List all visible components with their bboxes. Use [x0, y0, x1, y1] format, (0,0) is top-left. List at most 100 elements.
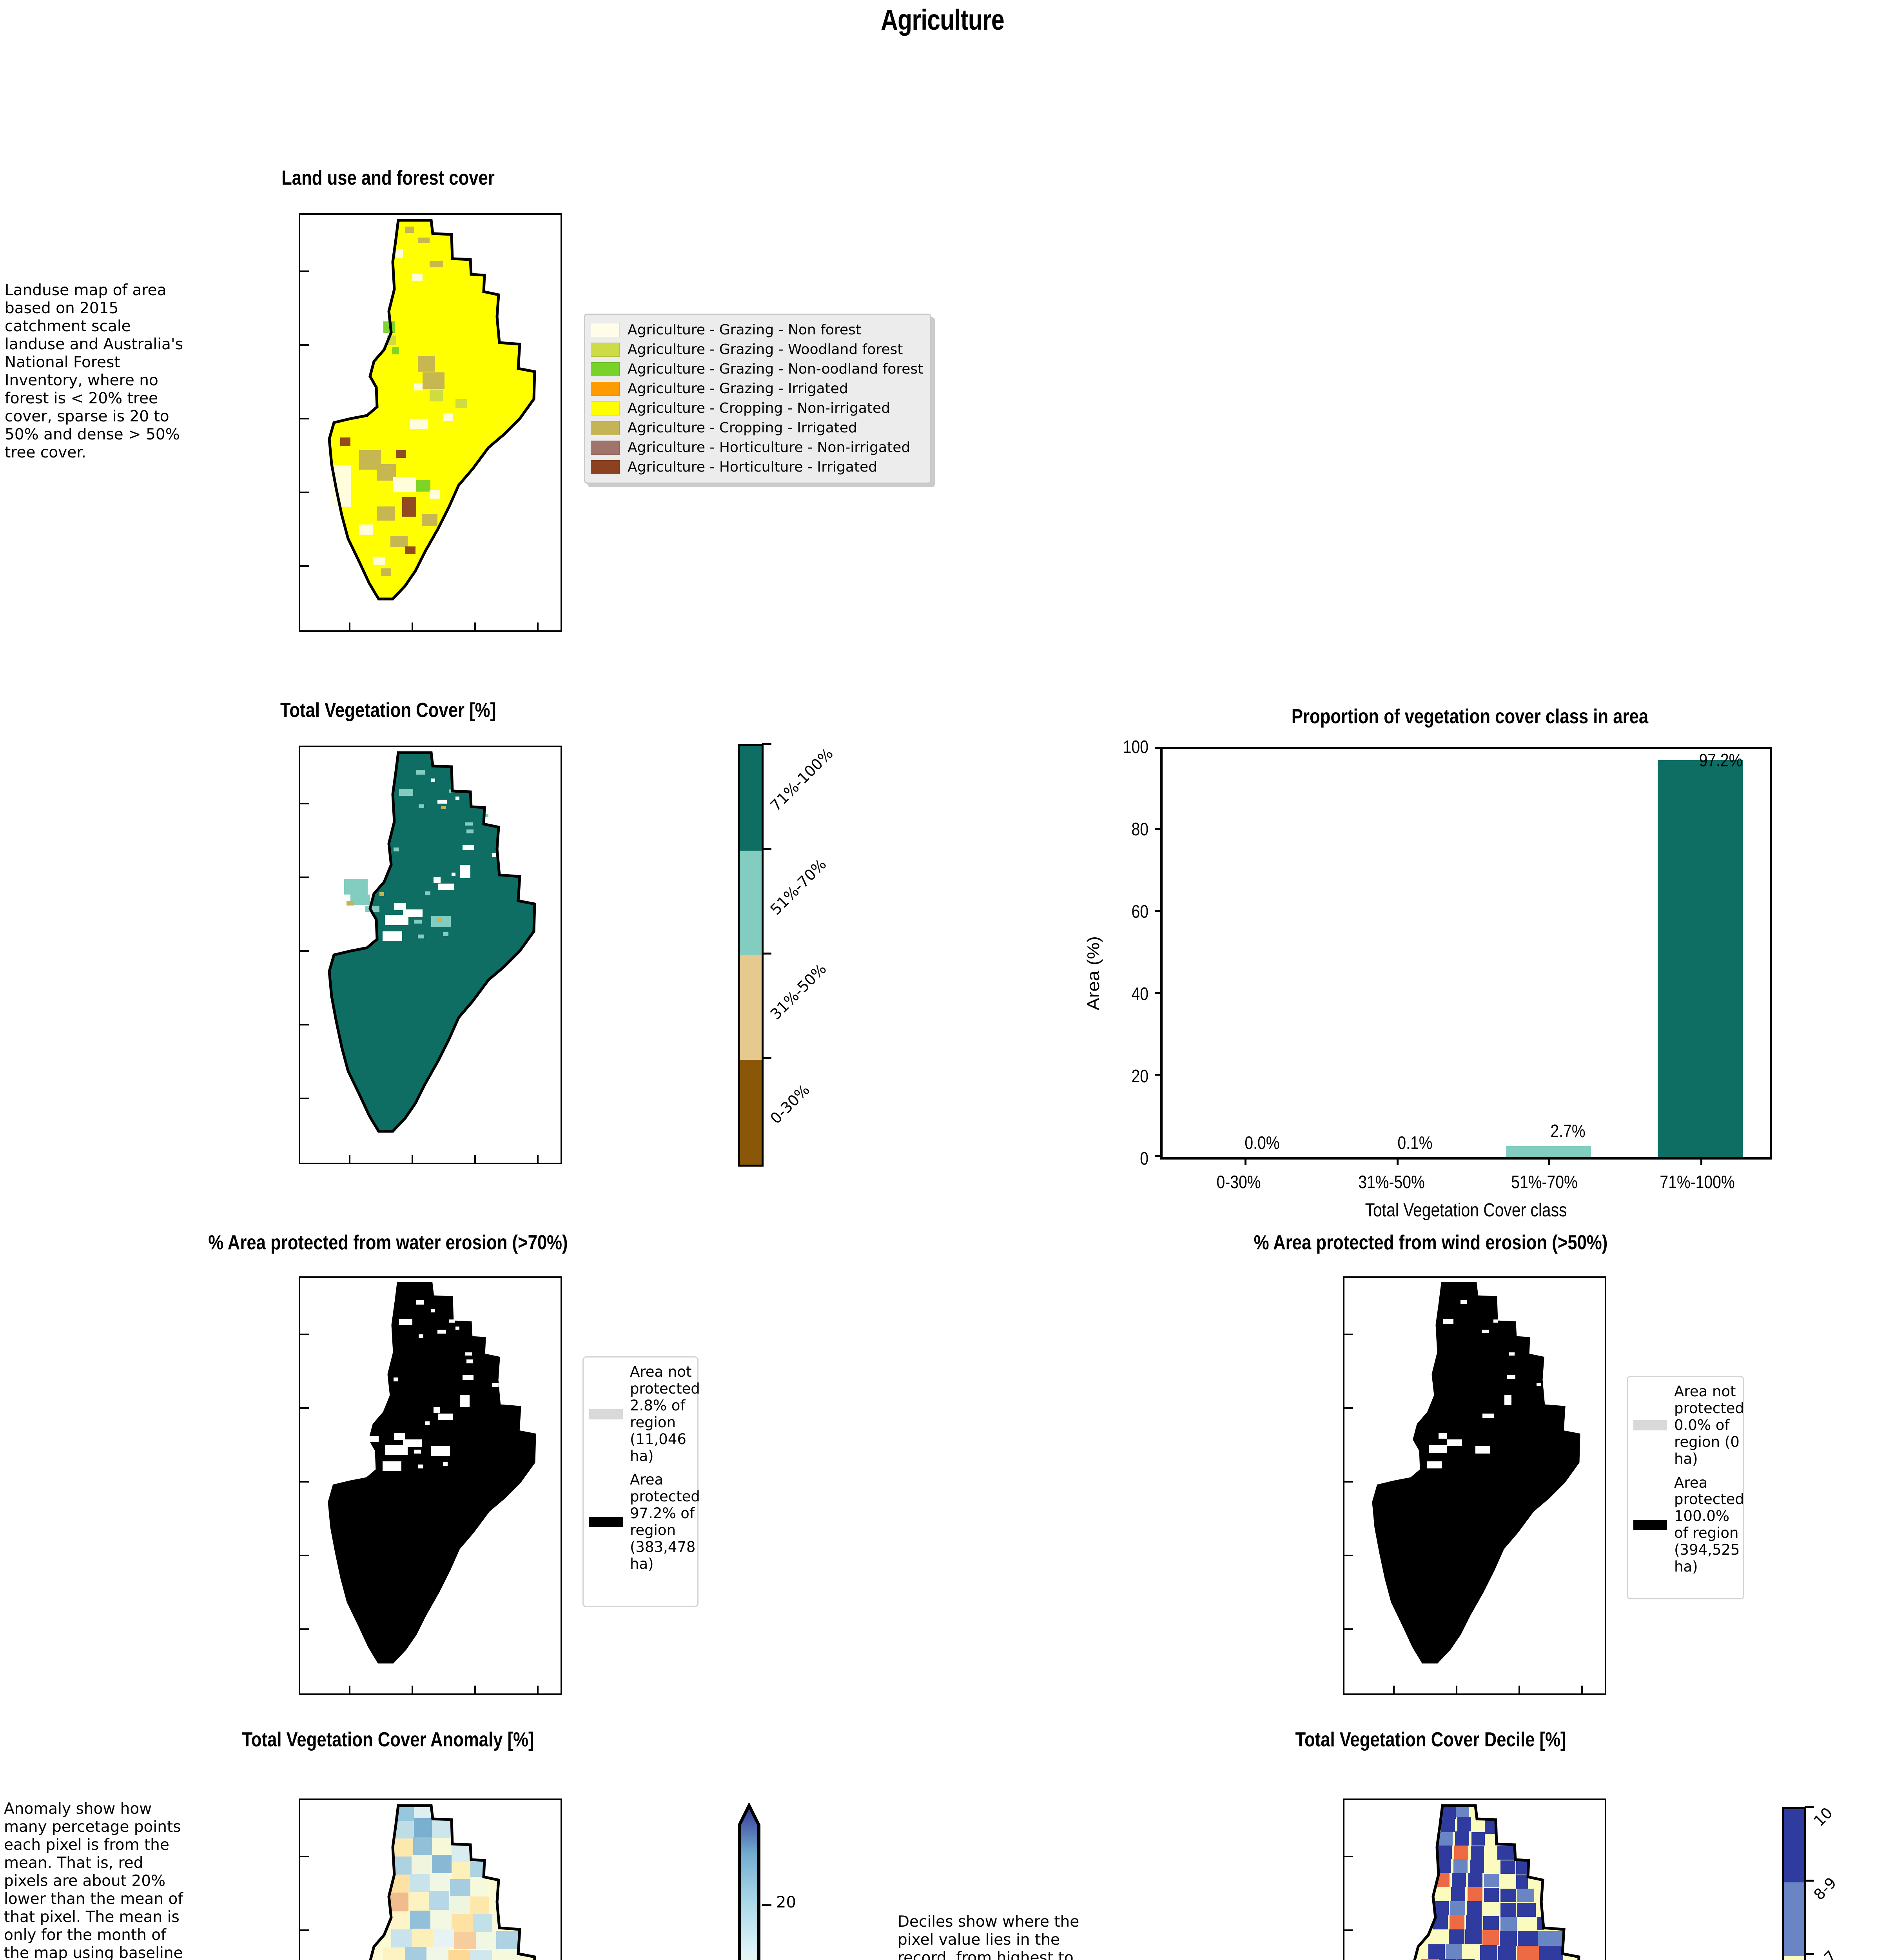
legend-swatch-grazing-non-forest: [591, 323, 620, 337]
landuse-map[interactable]: [299, 213, 562, 632]
map-tick: [300, 1555, 309, 1556]
map-tick: [349, 1155, 350, 1163]
bar-value-0-30: 0.0%: [1245, 1132, 1280, 1153]
legend-swatch-not-protected: [589, 1409, 623, 1419]
water-erosion-map-svg: [328, 1282, 536, 1664]
map-tick: [300, 803, 309, 804]
x-tick-label-51-70: 51%-70%: [1511, 1172, 1578, 1192]
water-erosion-map[interactable]: [299, 1276, 562, 1695]
decile-colorbar[interactable]: [1782, 1807, 1806, 1960]
map-tick: [1344, 1481, 1353, 1483]
legend-item[interactable]: Agriculture - Grazing - Irrigated: [591, 379, 923, 399]
colorbar-tick: [762, 1904, 771, 1906]
legend-swatch-horticulture-non-irrigated: [591, 441, 620, 455]
colorbar-tick: [1805, 1806, 1814, 1808]
x-tick-label-0-30: 0-30%: [1216, 1172, 1261, 1192]
wind-erosion-panel-title: % Area protected from wind erosion (>50%…: [1254, 1231, 1608, 1254]
legend-item-protected[interactable]: Area protected 100.0% of region (394,525…: [1633, 1474, 1744, 1575]
vegetation-anomaly-map[interactable]: [299, 1798, 562, 1960]
legend-item[interactable]: Agriculture - Horticulture - Irrigated: [591, 457, 923, 477]
chart-x-axis-label: Total Vegetation Cover class: [1365, 1200, 1567, 1221]
y-tick: [1155, 910, 1163, 912]
colorbar-label-51-70: 51%-70%: [767, 855, 830, 918]
map-tick: [1344, 1628, 1353, 1630]
colorbar-segment-4-7: [1784, 1956, 1804, 1960]
legend-label: Area protected 100.0% of region (394,525…: [1674, 1474, 1744, 1575]
map-tick: [1393, 1686, 1395, 1693]
map-tick: [537, 622, 539, 630]
map-tick: [300, 877, 309, 878]
map-tick: [1456, 1686, 1457, 1693]
legend-item[interactable]: Agriculture - Grazing - Non-oodland fore…: [591, 359, 923, 379]
colorbar-tick: [1805, 1880, 1814, 1882]
colorbar-label-31-50: 31%-50%: [767, 960, 830, 1023]
legend-item[interactable]: Agriculture - Grazing - Woodland forest: [591, 340, 923, 359]
y-tick-label-100: 100: [1123, 737, 1148, 757]
anomaly-colorbar[interactable]: [738, 1802, 760, 1960]
legend-item[interactable]: Agriculture - Cropping - Non-irrigated: [591, 399, 923, 418]
map-tick: [300, 1929, 309, 1931]
colorbar-tick: [762, 953, 771, 955]
legend-item[interactable]: Agriculture - Horticulture - Non-irrigat…: [591, 438, 923, 457]
colorbar-tick: [1805, 1953, 1814, 1955]
decile-description: Deciles show where the pixel value lies …: [898, 1913, 1079, 1960]
legend-label: Agriculture - Grazing - Woodland forest: [628, 341, 903, 358]
bar-value-31-50: 0.1%: [1397, 1132, 1433, 1153]
decile-label-4-7: 4-7: [1810, 1947, 1840, 1960]
map-tick: [1344, 1555, 1353, 1556]
legend-label: Agriculture - Grazing - Non-oodland fore…: [628, 361, 923, 377]
bar-51-70[interactable]: [1506, 1146, 1591, 1157]
legend-swatch-grazing-woodland-forest: [591, 343, 620, 357]
y-tick-label-60: 60: [1131, 901, 1148, 922]
y-tick: [1155, 747, 1163, 749]
colorbar-segment-51-70: [740, 851, 762, 955]
map-tick: [412, 1155, 413, 1163]
vegetation-cover-bar-chart[interactable]: [1155, 747, 1772, 1165]
legend-item-not-protected[interactable]: Area not protected 2.8% of region (11,04…: [589, 1363, 700, 1465]
bar-value-71-100: 97.2%: [1699, 750, 1743, 770]
map-tick: [300, 565, 309, 567]
vegetation-decile-map[interactable]: [1343, 1798, 1606, 1960]
legend-item-protected[interactable]: Area protected 97.2% of region (383,478 …: [589, 1471, 700, 1572]
bar-71-100[interactable]: [1658, 760, 1743, 1157]
vegcover-map-svg: [328, 751, 536, 1133]
map-tick: [1581, 1686, 1583, 1693]
vegetation-cover-colorbar[interactable]: [738, 744, 764, 1167]
map-tick: [300, 1481, 309, 1483]
legend-label: Agriculture - Horticulture - Irrigated: [628, 459, 878, 475]
legend-swatch-grazing-irrigated: [591, 382, 620, 396]
legend-item-not-protected[interactable]: Area not protected 0.0% of region (0 ha): [1633, 1383, 1744, 1468]
x-tick-label-71-100: 71%-100%: [1660, 1172, 1735, 1192]
map-tick: [412, 1686, 413, 1693]
anomaly-description: Anomaly show how many percetage points e…: [4, 1800, 183, 1960]
map-tick: [300, 344, 309, 346]
map-tick: [300, 1024, 309, 1025]
legend-item[interactable]: Agriculture - Grazing - Non forest: [591, 320, 923, 340]
map-tick: [300, 492, 309, 493]
legend-label: Agriculture - Grazing - Non forest: [628, 322, 862, 338]
decile-panel-title: Total Vegetation Cover Decile [%]: [1295, 1728, 1566, 1751]
wind-erosion-legend[interactable]: Area not protected 0.0% of region (0 ha)…: [1627, 1376, 1744, 1599]
decile-label-10: 10: [1810, 1804, 1836, 1830]
decile-label-8-9: 8-9: [1810, 1874, 1840, 1904]
map-tick: [300, 418, 309, 419]
wind-erosion-map[interactable]: [1343, 1276, 1606, 1695]
anomaly-map-svg: [329, 1804, 536, 1960]
colorbar-segment-0-30: [740, 1060, 762, 1165]
y-tick: [1155, 1073, 1163, 1076]
colorbar-segment-8-9: [1784, 1882, 1804, 1956]
map-tick: [474, 622, 476, 630]
water-erosion-legend[interactable]: Area not protected 2.8% of region (11,04…: [582, 1356, 700, 1607]
colorbar-tick: [762, 848, 771, 850]
decile-map-svg: [1373, 1804, 1580, 1960]
total-vegetation-cover-map[interactable]: [299, 746, 562, 1164]
page-title: Agriculture: [881, 4, 1004, 36]
legend-label: Agriculture - Horticulture - Non-irrigat…: [628, 439, 911, 456]
legend-label: Area not protected 2.8% of region (11,04…: [630, 1363, 700, 1465]
anomaly-panel-title: Total Vegetation Cover Anomaly [%]: [242, 1728, 534, 1751]
legend-item[interactable]: Agriculture - Cropping - Irrigated: [591, 418, 923, 438]
legend-label: Agriculture - Grazing - Irrigated: [628, 381, 848, 397]
map-tick: [1344, 1407, 1353, 1409]
bar-value-51-70: 2.7%: [1550, 1121, 1586, 1141]
landuse-legend[interactable]: Agriculture - Grazing - Non forest Agric…: [584, 314, 932, 484]
